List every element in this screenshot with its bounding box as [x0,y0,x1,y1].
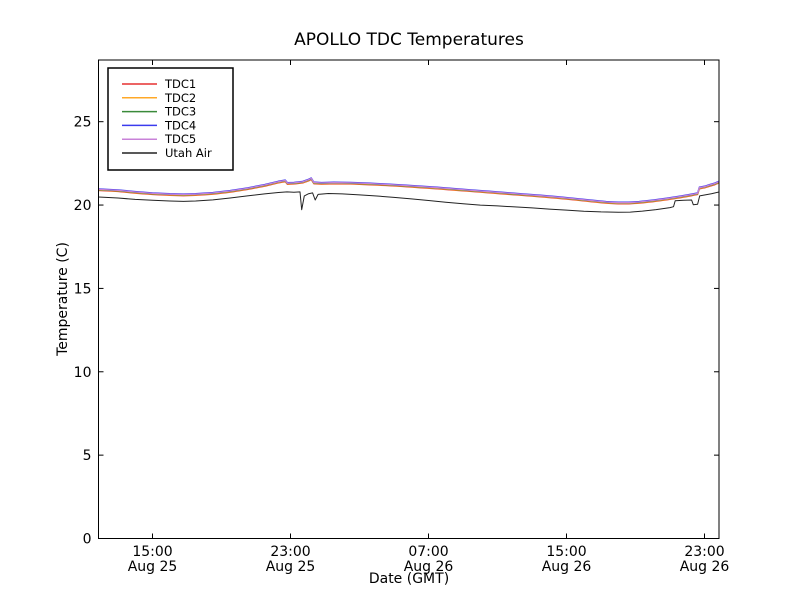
series-line-tdc3 [98,178,719,204]
legend-label-tdc3: TDC3 [164,105,196,119]
series-line-tdc1 [98,178,719,205]
y-tick-label: 25 [74,115,92,131]
x-tick-label-time: 23:00 [270,544,310,560]
x-tick-label-time: 07:00 [408,544,448,560]
y-tick-label: 0 [83,532,92,548]
x-tick-label-date: Aug 25 [128,559,178,575]
plot-frame [98,59,720,539]
legend-label-utah-air: Utah Air [165,146,212,160]
x-axis-label: Date (GMT) [368,571,450,587]
y-tick-label: 5 [83,448,92,464]
series-line-tdc5 [98,177,719,204]
series-line-tdc2 [98,178,719,205]
x-tick-label-time: 15:00 [132,544,172,560]
x-tick-label-time: 15:00 [546,544,586,560]
x-tick-label-date: Aug 26 [404,559,454,575]
legend-label-tdc4: TDC4 [164,118,196,132]
legend-label-tdc2: TDC2 [164,91,196,105]
x-tick-label-date: Aug 26 [542,559,592,575]
legend-label-tdc1: TDC1 [164,77,196,91]
y-tick-label: 15 [74,281,92,297]
y-tick-label: 10 [74,365,92,381]
x-tick-label-date: Aug 25 [266,559,316,575]
series-line-utah-air [98,191,719,213]
x-tick-label-date: Aug 26 [680,559,730,575]
x-tick-label-time: 23:00 [684,544,724,560]
legend-label-tdc5: TDC5 [164,132,196,146]
chart-title: APOLLO TDC Temperatures [294,30,524,50]
y-tick-label: 20 [74,198,92,214]
